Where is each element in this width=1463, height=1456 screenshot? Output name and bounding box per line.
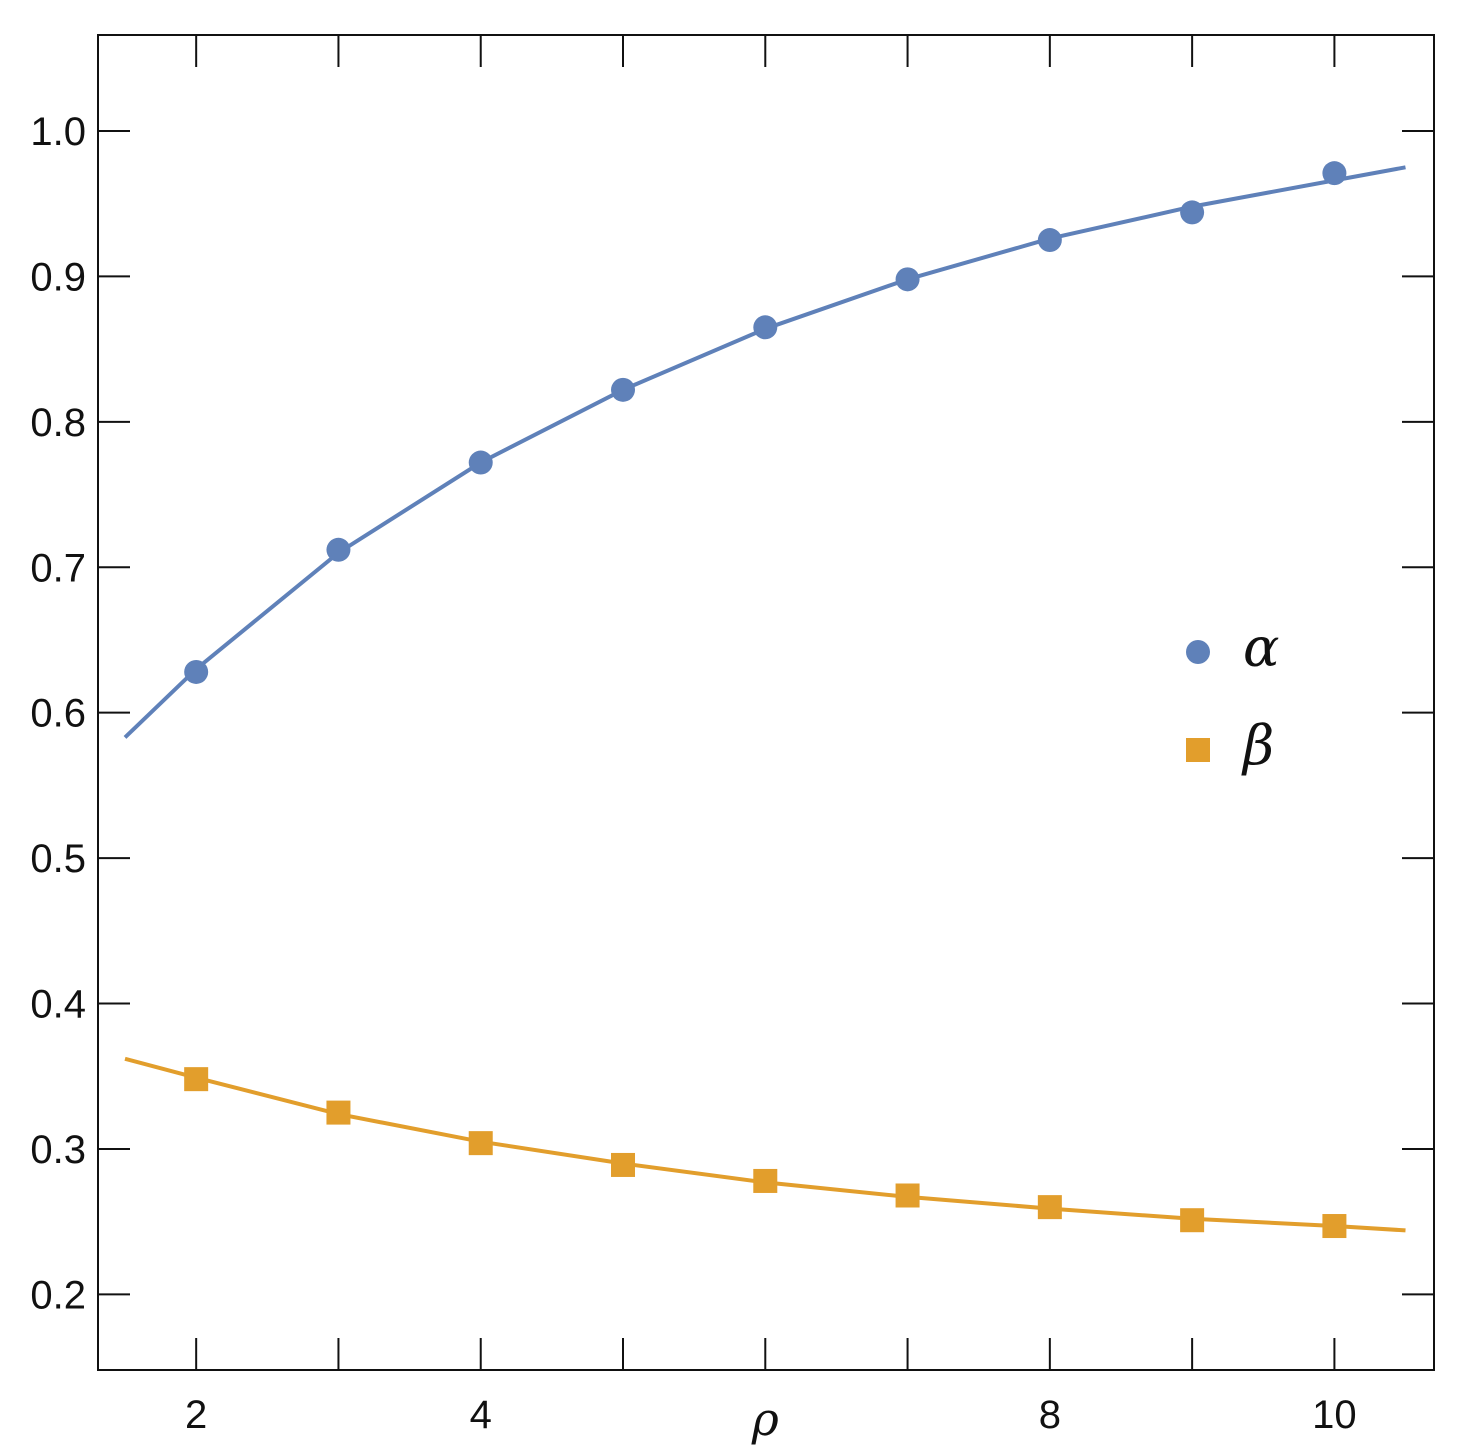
y-tick-label: 0.6	[30, 692, 86, 736]
data-point-series-1	[895, 1183, 920, 1208]
x-axis-label: ρ	[751, 1392, 779, 1446]
data-point-series-0	[1037, 228, 1062, 253]
data-point-series-0	[1180, 200, 1205, 225]
data-point-series-1	[753, 1168, 778, 1193]
legend-alpha-label: α	[1243, 616, 1279, 679]
data-point-series-1	[184, 1067, 209, 1092]
x-tick-label: 8	[1039, 1393, 1061, 1437]
y-tick-label: 0.9	[30, 255, 86, 299]
y-tick-label: 0.2	[30, 1273, 86, 1317]
data-point-series-0	[326, 537, 351, 562]
data-point-series-1	[326, 1100, 351, 1125]
fit-curve-series-1	[124, 1056, 1406, 1233]
data-point-series-0	[1322, 161, 1347, 186]
data-point-series-0	[753, 315, 778, 340]
y-tick-label: 0.7	[30, 546, 86, 590]
legend-beta-marker	[1186, 738, 1210, 762]
data-point-series-0	[468, 450, 493, 475]
x-tick-label: 2	[185, 1393, 207, 1437]
y-tick-label: 0.4	[30, 983, 86, 1027]
y-tick-label: 0.8	[30, 401, 86, 445]
y-tick-label: 1.0	[30, 110, 86, 154]
data-point-series-1	[468, 1131, 493, 1156]
data-point-series-1	[1037, 1195, 1062, 1220]
legend-beta-label: β	[1241, 714, 1274, 777]
data-point-series-1	[1322, 1214, 1347, 1239]
data-point-series-0	[184, 659, 209, 684]
data-point-series-1	[611, 1152, 636, 1177]
axis-ticks: 0.2 0.3 0.4 0.5 0.6 0.7 0.8 0.9 1.0 2 4 8 10	[30, 35, 1434, 1437]
data-point-series-1	[1180, 1208, 1205, 1233]
fit-curve-series-0	[123, 165, 1406, 739]
y-tick-label: 0.3	[30, 1128, 86, 1172]
data-point-series-0	[611, 377, 636, 402]
data-point-series-0	[895, 267, 920, 292]
x-tick-label: 4	[470, 1393, 492, 1437]
data-points	[184, 161, 1347, 1239]
x-tick-label: 10	[1312, 1393, 1357, 1437]
y-tick-label: 0.5	[30, 837, 86, 881]
legend-alpha-marker	[1186, 640, 1210, 664]
legend: α β	[1186, 616, 1279, 777]
